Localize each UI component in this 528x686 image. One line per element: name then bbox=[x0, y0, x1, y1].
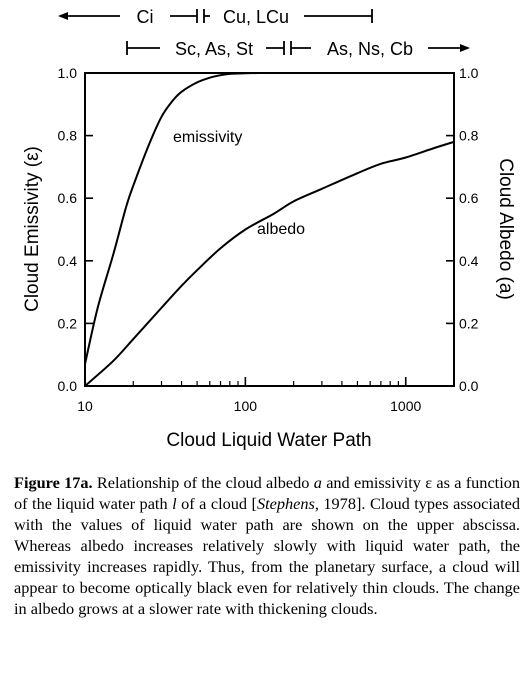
caption-symbol-a: a bbox=[313, 473, 322, 492]
y-left-tick-label: 0.6 bbox=[58, 190, 78, 206]
figure-chart: Ci Cu, LCu Sc, As, St As, Ns, Cb 0.00.20… bbox=[22, 7, 516, 451]
cu-lcu-label: Cu, LCu bbox=[223, 7, 289, 27]
emissivity-annotation: emissivity bbox=[173, 129, 242, 146]
caption-text-1: Relationship of the cloud albedo bbox=[92, 473, 314, 492]
y-left-tick-label: 0.4 bbox=[58, 253, 78, 269]
y-left-tick-label: 1.0 bbox=[58, 65, 78, 81]
caption-figure-label: Figure 17a. bbox=[14, 473, 93, 492]
y-right-tick-label: 0.2 bbox=[459, 315, 479, 331]
sc-as-st-label: Sc, As, St bbox=[175, 39, 253, 59]
x-tick-label: 1000 bbox=[390, 398, 421, 414]
y-right-tick-label: 1.0 bbox=[459, 65, 479, 81]
caption-symbol-l: l bbox=[172, 494, 177, 513]
ci-label: Ci bbox=[137, 7, 154, 27]
caption-text-4: , 1978]. Cloud types associated with the… bbox=[14, 494, 521, 618]
x-axis-ticks: 10 100 1000 bbox=[77, 377, 455, 414]
y-axis-left-title: Cloud Emissivity (ε) bbox=[22, 146, 43, 312]
y-right-tick-label: 0.0 bbox=[459, 378, 479, 394]
caption-text-3: of a cloud [ bbox=[176, 494, 257, 513]
x-tick-label: 100 bbox=[234, 398, 258, 414]
caption-text-2: and emissivity ε as a function of the li… bbox=[14, 473, 521, 513]
y-axis-right-ticks: 0.0 0.2 0.4 0.6 0.8 1.0 bbox=[446, 65, 479, 394]
y-axis-right-title: Cloud Albedo (a) bbox=[495, 158, 516, 300]
emissivity-line bbox=[84, 71, 294, 365]
x-tick-label: 10 bbox=[77, 398, 93, 414]
x-axis-title: Cloud Liquid Water Path bbox=[166, 430, 371, 451]
y-right-tick-label: 0.8 bbox=[459, 128, 479, 144]
albedo-annotation: albedo bbox=[257, 221, 305, 238]
as-ns-cb-label: As, Ns, Cb bbox=[327, 39, 413, 59]
y-left-tick-label: 0.8 bbox=[58, 128, 78, 144]
figure-caption: Figure 17a. Relationship of the cloud al… bbox=[14, 472, 520, 619]
y-right-tick-label: 0.4 bbox=[459, 253, 479, 269]
caption-reference-author: Stephens bbox=[256, 494, 315, 513]
y-right-tick-label: 0.6 bbox=[459, 190, 479, 206]
y-axis-left-ticks: 0.0 0.2 0.4 0.6 0.8 1.0 bbox=[58, 65, 93, 394]
y-left-tick-label: 0.0 bbox=[58, 378, 78, 394]
upper-cloud-type-axis: Ci Cu, LCu Sc, As, St As, Ns, Cb bbox=[58, 7, 470, 59]
y-left-tick-label: 0.2 bbox=[58, 315, 78, 331]
albedo-line bbox=[84, 140, 455, 387]
